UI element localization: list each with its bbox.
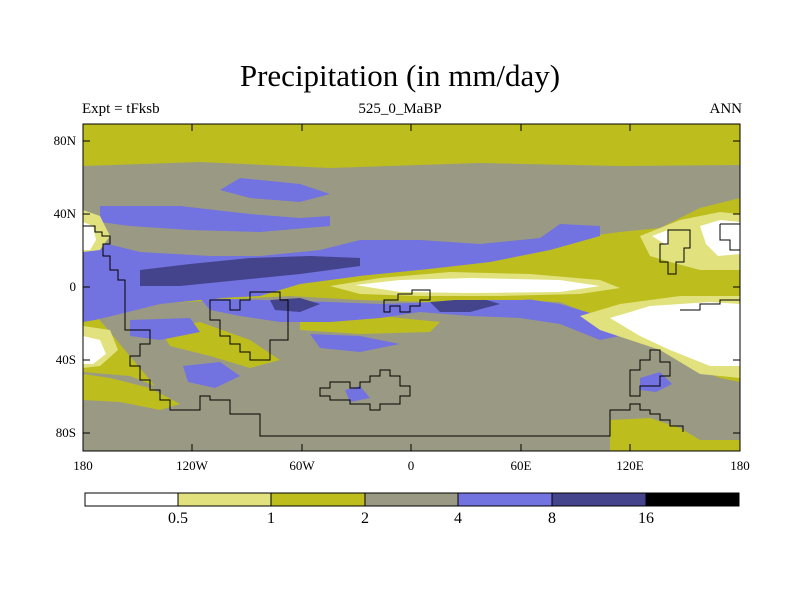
colorbar-label: 0.5 [168,510,188,527]
colorbar-label: 16 [638,510,654,527]
colorbar-label: 4 [454,510,462,527]
colorbar-box-8-16 [551,492,647,507]
experiment-label: Expt = tFksb [82,101,160,117]
map-title: Precipitation (in mm/day) [239,58,561,93]
x-tick-label: 120W [176,458,208,473]
x-tick-label: 0 [407,458,415,473]
y-tick-label: 80S [55,425,76,440]
x-tick-label: 180 [730,458,750,473]
field-band-lt-05 [355,278,600,293]
continent-outlines [83,223,740,437]
colorbar-box-gt-16 [645,492,740,507]
colorbar-box-4-8 [457,492,553,507]
colorbar-label: 1 [267,510,275,527]
map-field [83,124,740,451]
x-tick-label: 180 [73,458,93,473]
season-label: ANN [709,101,743,117]
axis-ticks [83,124,740,451]
colorbar-box-05-1 [177,492,272,507]
colorbar-box-2-4 [364,492,459,507]
x-tick-label: 60E [510,458,532,473]
y-tick-label: 0 [69,279,77,294]
field-band-4-8 [100,206,330,232]
field-band-8-16 [140,256,360,286]
y-tick-label: 40S [55,352,76,367]
x-tick-label: 60W [289,458,315,473]
field-band-2-4 [83,296,740,451]
colorbar-box-lt-05 [84,492,179,507]
period-label: 525_0_MaBP [358,101,442,117]
x-tick-label: 120E [616,458,644,473]
colorbar [84,492,740,507]
colorbar-label: 8 [548,510,556,527]
colorbar-label: 2 [361,510,369,527]
y-tick-label: 80N [53,133,76,148]
colorbar-box-1-2 [270,492,366,507]
y-tick-label: 40N [53,206,76,221]
